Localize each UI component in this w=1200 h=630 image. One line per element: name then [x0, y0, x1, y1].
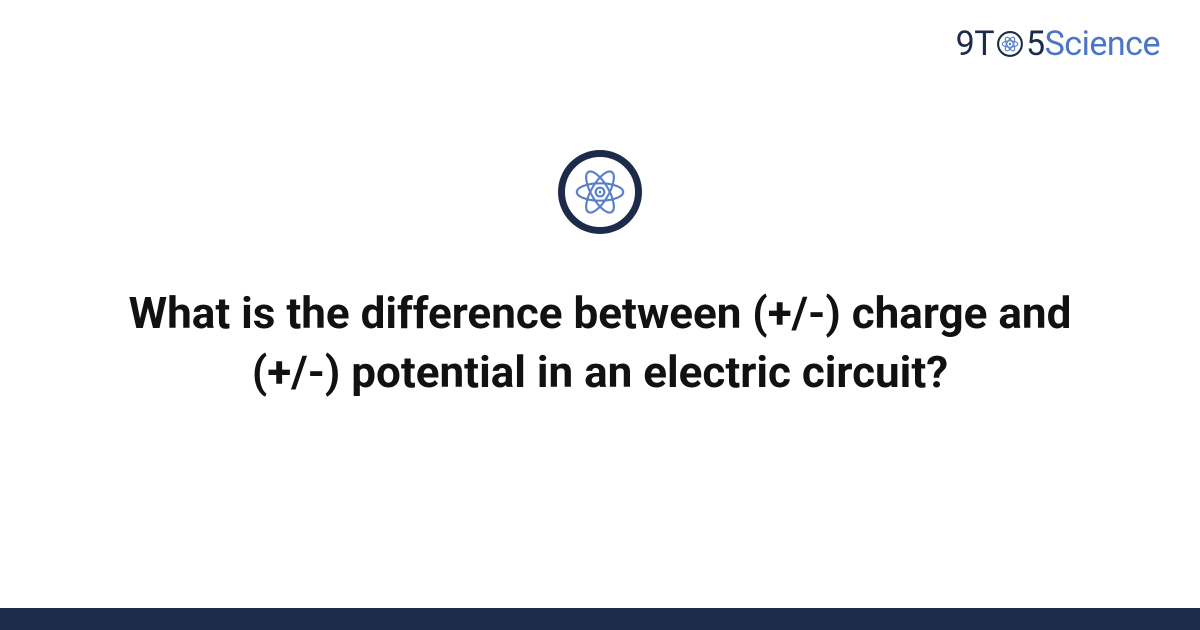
- footer-bar: [0, 608, 1200, 630]
- atom-icon: [995, 29, 1025, 59]
- brand-prefix: 9T: [956, 24, 994, 64]
- main-content: What is the difference between (+/-) cha…: [0, 150, 1200, 403]
- question-title: What is the difference between (+/-) cha…: [100, 284, 1100, 403]
- brand-middle: 5: [1026, 24, 1045, 64]
- brand-logo: 9T 5 Science: [956, 24, 1160, 64]
- atom-icon: [558, 150, 642, 234]
- brand-suffix: Science: [1045, 24, 1160, 64]
